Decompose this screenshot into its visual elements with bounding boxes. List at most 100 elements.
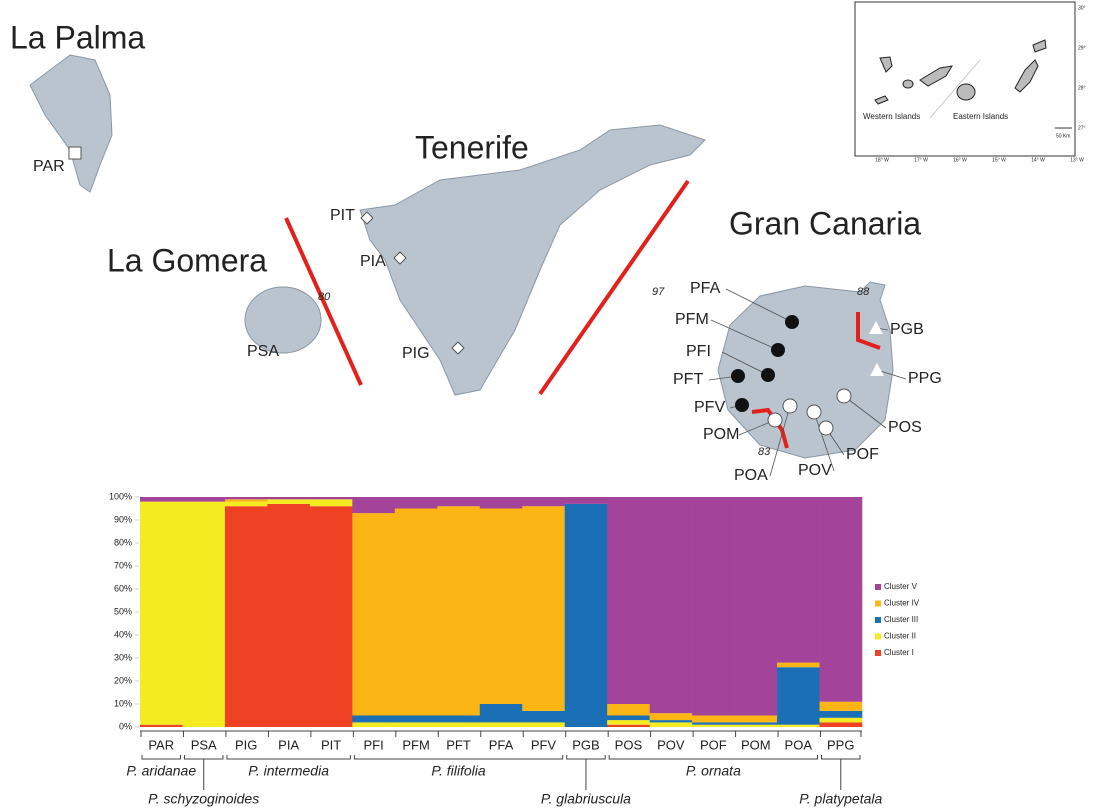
species-label: P. glabriuscula — [541, 791, 631, 807]
island-name: La Palma — [10, 19, 145, 55]
legend-swatch — [875, 584, 881, 590]
y-tick-label: 30% — [114, 652, 132, 662]
bar-segment — [777, 497, 820, 663]
bar-segment — [352, 716, 395, 723]
bar-segment — [522, 722, 565, 727]
bar-segment — [480, 722, 523, 727]
site-label: PIT — [330, 207, 355, 224]
x-tick-label: PIG — [235, 737, 257, 752]
y-tick-label: 50% — [114, 606, 132, 616]
bar-segment — [522, 497, 565, 506]
site-label: POA — [734, 467, 768, 484]
bar-segment — [820, 711, 863, 718]
bar-segment — [777, 725, 820, 727]
site-marker — [837, 389, 851, 403]
x-tick-label: PFI — [363, 737, 383, 752]
species-label: P. filifolia — [431, 763, 485, 779]
inset-lon: 16° W — [953, 157, 967, 163]
bar-segment — [140, 725, 183, 727]
site-marker — [807, 405, 821, 419]
bar-segment — [437, 497, 480, 506]
bar-segment — [692, 725, 735, 727]
bar-segment — [692, 497, 735, 716]
island-name: Gran Canaria — [729, 205, 921, 241]
y-tick-label: 40% — [114, 629, 132, 639]
bar-segment — [267, 497, 310, 499]
site-label: PPG — [908, 370, 942, 387]
bar-segment — [480, 704, 523, 722]
bar-segment — [735, 716, 778, 723]
bar-segment — [352, 513, 395, 715]
species-bracket — [142, 755, 180, 759]
bar-segment — [225, 497, 268, 499]
bar-segment — [395, 509, 438, 716]
legend-label: Cluster I — [884, 648, 914, 657]
site-marker — [771, 343, 785, 357]
x-tick-label: PGB — [572, 737, 599, 752]
species-bracket — [227, 755, 350, 759]
bar-segment — [352, 497, 395, 513]
x-tick-label: PSA — [191, 737, 217, 752]
y-tick-label: 10% — [114, 698, 132, 708]
site-label: POV — [798, 462, 832, 479]
species-label: P. platypetala — [799, 791, 882, 807]
site-label: PAR — [33, 158, 65, 175]
bar-segment — [140, 497, 183, 502]
site-label: PSA — [247, 343, 279, 360]
bar-segment — [650, 713, 693, 720]
bar-segment — [735, 722, 778, 724]
bar-segment — [437, 506, 480, 715]
bar-segment — [310, 497, 353, 499]
bar-segment — [607, 725, 650, 727]
barrier-label: 88 — [857, 286, 870, 298]
site-label: PFT — [673, 371, 703, 388]
site-label: PFA — [690, 280, 721, 297]
site-label: POS — [888, 419, 922, 436]
bar-segment — [650, 497, 693, 713]
inset-frame — [855, 2, 1075, 156]
legend-swatch — [875, 634, 881, 640]
bar-segment — [352, 722, 395, 727]
bar-segment — [395, 497, 438, 509]
x-tick-label: PIA — [278, 737, 299, 752]
site-label: POM — [703, 426, 739, 443]
bar-segment — [607, 720, 650, 725]
bar-segment — [692, 716, 735, 723]
species-label: P. schyzoginoides — [148, 791, 259, 807]
site-marker — [785, 315, 799, 329]
bar-segment — [735, 497, 778, 716]
barrier-label: 83 — [758, 446, 771, 458]
inset-lon: 15° W — [992, 157, 1006, 163]
x-tick-label: PIT — [321, 737, 341, 752]
island-shape — [718, 282, 893, 458]
y-tick-label: 80% — [114, 537, 132, 547]
barrier-label: 80 — [318, 291, 331, 303]
x-tick-label: PFA — [489, 737, 514, 752]
bar-segment — [777, 663, 820, 668]
bar-segment — [182, 502, 225, 727]
x-tick-label: POM — [741, 737, 771, 752]
bar-segment — [225, 502, 268, 507]
bar-segment — [692, 722, 735, 724]
bar-segment — [777, 667, 820, 725]
island-name: Tenerife — [415, 129, 529, 165]
x-tick-label: POV — [657, 737, 685, 752]
bar-segment — [650, 722, 693, 727]
site-label: PFI — [686, 343, 711, 360]
species-label: P. ornata — [686, 763, 741, 779]
legend-label: Cluster III — [884, 615, 918, 624]
bar-segment — [480, 509, 523, 705]
bar-segment — [820, 718, 863, 723]
bar-segment — [267, 504, 310, 727]
x-tick-label: PFM — [402, 737, 429, 752]
bar-segment — [607, 497, 650, 704]
island-name: La Gomera — [107, 242, 267, 278]
inset-lat: 27° — [1078, 125, 1086, 131]
bar-segment — [310, 506, 353, 727]
figure: La Palma La Gomera Tenerife Gran Canaria PAR… — [0, 0, 1105, 808]
bar-segment — [267, 499, 310, 504]
bar-segment — [820, 702, 863, 711]
species-bracket — [609, 755, 817, 759]
legend-swatch — [875, 617, 881, 623]
bar-segment — [607, 716, 650, 721]
